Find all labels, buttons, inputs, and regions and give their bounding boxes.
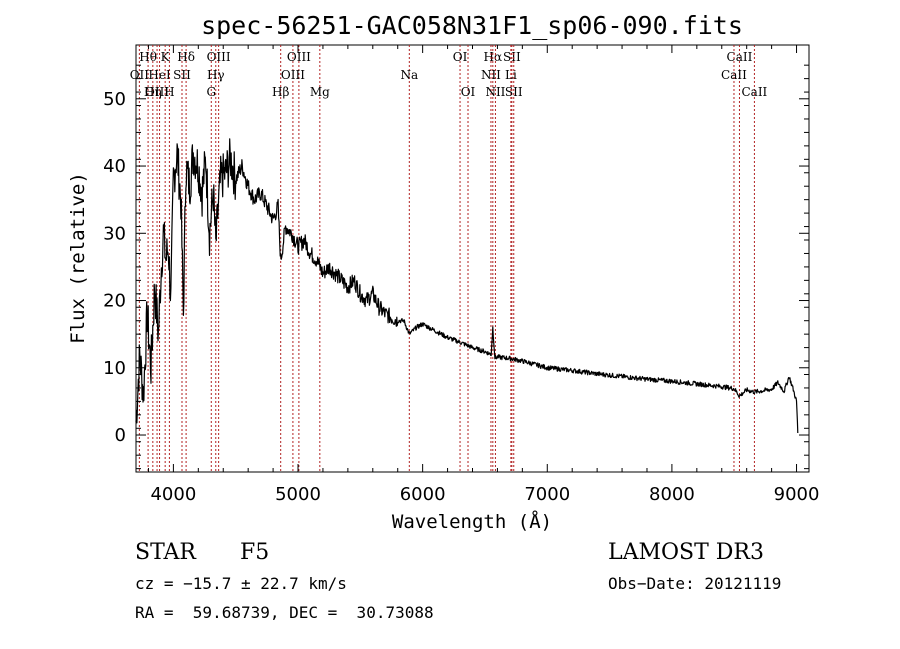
axis-ticks: 4000 5000 6000 7000 8000 9000 0 10 20 30 40 50 [103, 45, 819, 505]
x-tick-label: 6000 [400, 484, 446, 505]
x-tick-label: 5000 [275, 484, 321, 505]
object-subclass: F5 [240, 540, 270, 565]
line-id-label: CaII [721, 68, 747, 82]
y-tick-label: 10 [103, 358, 126, 379]
line-id-label: OI [461, 85, 476, 99]
line-id-label: H [164, 85, 174, 99]
line-id-label: OIII [281, 68, 305, 82]
line-id-label: Hη [144, 85, 162, 99]
x-axis-title: Wavelength (Å) [392, 510, 552, 533]
line-id-label: Na [400, 68, 418, 82]
line-id-label: SII [503, 50, 521, 64]
object-class: STAR [135, 540, 196, 565]
obs-date: Obs−Date: 20121119 [608, 574, 782, 593]
line-id-label: OI [453, 50, 468, 64]
line-id-label: Hθ [139, 50, 157, 64]
line-id-label: OIII [145, 85, 169, 99]
y-tick-label: 20 [103, 291, 126, 312]
line-id-label: OIII [207, 50, 231, 64]
redshift-cz: cz = −15.7 ± 22.7 km/s [135, 574, 347, 593]
x-tick-label: 7000 [524, 484, 570, 505]
line-id-label: NII [485, 85, 505, 99]
spectrum-chart: spec-56251-GAC058N31F1_sp06-090.fits Hθ O… [67, 11, 819, 533]
plot-frame [135, 44, 810, 473]
line-id-label: SII [173, 68, 191, 82]
line-id-label: Hα [484, 50, 503, 64]
ra-dec-coords: RA = 59.68739, DEC = 30.73088 [135, 603, 434, 622]
line-id-label: Hγ [207, 68, 225, 82]
line-id-label: Hβ [272, 85, 289, 99]
line-id-label: SII [505, 85, 523, 99]
line-id-label: Mg [310, 85, 330, 99]
line-id-label: OIII [287, 50, 311, 64]
line-id-label: CaII [727, 50, 753, 64]
line-id-label: OII [130, 68, 150, 82]
spectrum-line [135, 138, 799, 434]
chart-title: spec-56251-GAC058N31F1_sp06-090.fits [201, 11, 743, 40]
line-id-label: Li [505, 68, 517, 82]
line-id-label: NII [481, 68, 501, 82]
line-id-label: HeI [148, 68, 171, 82]
y-tick-label: 50 [103, 89, 126, 110]
y-tick-label: 40 [103, 156, 126, 177]
x-tick-label: 9000 [774, 484, 820, 505]
x-tick-label: 8000 [649, 484, 695, 505]
y-tick-label: 30 [103, 223, 126, 244]
line-id-label: G [206, 85, 216, 99]
line-id-label: Hδ [177, 50, 195, 64]
y-tick-label: 0 [115, 425, 126, 446]
line-id-label: CaII [741, 85, 767, 99]
line-id-label: K [161, 50, 171, 64]
y-axis-title: Flux (relative) [67, 172, 89, 344]
x-tick-label: 4000 [150, 484, 196, 505]
survey-name: LAMOST DR3 [608, 540, 764, 565]
